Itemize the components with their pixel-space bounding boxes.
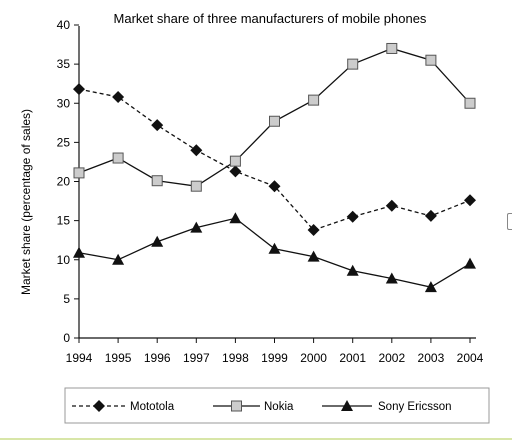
data-point: [190, 180, 202, 192]
x-tick-label: 1997: [183, 351, 210, 365]
series-nokia: [73, 42, 476, 192]
data-point: [229, 212, 242, 224]
data-point: [73, 83, 85, 96]
data-point: [464, 97, 476, 109]
x-tick-label: 1999: [261, 351, 288, 365]
data-point: [347, 58, 359, 70]
y-tick-label: 35: [57, 57, 71, 71]
series-line: [78, 88, 471, 231]
data-point: [308, 94, 320, 106]
data-point: [229, 155, 241, 167]
data-point: [190, 144, 203, 157]
data-point: [385, 199, 398, 212]
data-point: [151, 175, 163, 187]
data-point: [190, 221, 203, 233]
data-point: [424, 281, 437, 293]
bottom-accent-strip: [0, 438, 512, 440]
right-edge-fragment: [507, 213, 512, 230]
legend-item: Nokia: [213, 400, 294, 413]
legend-label: Nokia: [264, 401, 294, 413]
series-sony-ericsson: [73, 212, 476, 293]
legend-marker: [231, 400, 242, 412]
x-tick-label: 2002: [378, 351, 405, 365]
data-point: [386, 42, 398, 54]
x-tick-label: 1998: [222, 351, 249, 365]
legend-marker: [341, 400, 353, 411]
x-tick-label: 1996: [144, 351, 171, 365]
chart-title: Market share of three manufacturers of m…: [114, 11, 427, 26]
y-tick-label: 0: [63, 331, 70, 345]
data-point: [385, 272, 398, 284]
data-point: [151, 119, 164, 132]
data-point: [73, 246, 85, 258]
y-tick-label: 15: [57, 214, 71, 228]
x-tick-label: 2003: [418, 351, 445, 365]
y-tick-label: 5: [63, 292, 70, 306]
data-point: [151, 235, 164, 247]
axes: 0 5 10 15 20 25 30 35 40 1994 1995 1996 1997 1998 1999…: [57, 18, 484, 365]
y-tick-label: 25: [57, 135, 71, 149]
legend-box: [64, 387, 490, 424]
y-tick-label: 30: [57, 96, 71, 110]
data-point: [112, 90, 125, 103]
x-tick-label: 2004: [457, 351, 484, 365]
legend-item: Mototola: [72, 400, 175, 413]
data-point: [307, 250, 320, 262]
data-point: [464, 194, 476, 207]
series-layer: [73, 42, 476, 293]
x-tick-label: 1994: [66, 351, 93, 365]
data-point: [268, 180, 281, 193]
data-point: [464, 257, 476, 269]
legend-label: Sony Ericsson: [378, 401, 452, 413]
data-point: [268, 242, 281, 254]
data-point: [112, 152, 124, 164]
series-mototola: [73, 83, 476, 237]
x-tick-label: 1995: [105, 351, 132, 365]
data-point: [425, 54, 437, 66]
data-point: [346, 210, 359, 223]
y-tick-label: 40: [57, 18, 71, 32]
y-tick-label: 20: [57, 175, 71, 189]
y-tick-label: 10: [57, 253, 71, 267]
legend-item: Sony Ericsson: [322, 400, 452, 413]
legend: Mototola Nokia Sony Ericsson: [64, 387, 490, 424]
y-axis-label: Market share (percentage of sales): [19, 109, 33, 295]
x-tick-label: 2000: [300, 351, 327, 365]
x-tick-label: 2001: [339, 351, 366, 365]
data-point: [73, 167, 85, 179]
data-point: [269, 115, 280, 127]
data-point: [229, 165, 242, 178]
data-point: [424, 209, 437, 222]
data-point: [346, 264, 359, 276]
legend-label: Mototola: [130, 401, 175, 413]
data-point: [307, 224, 320, 237]
legend-marker: [93, 400, 105, 412]
data-point: [112, 253, 125, 265]
